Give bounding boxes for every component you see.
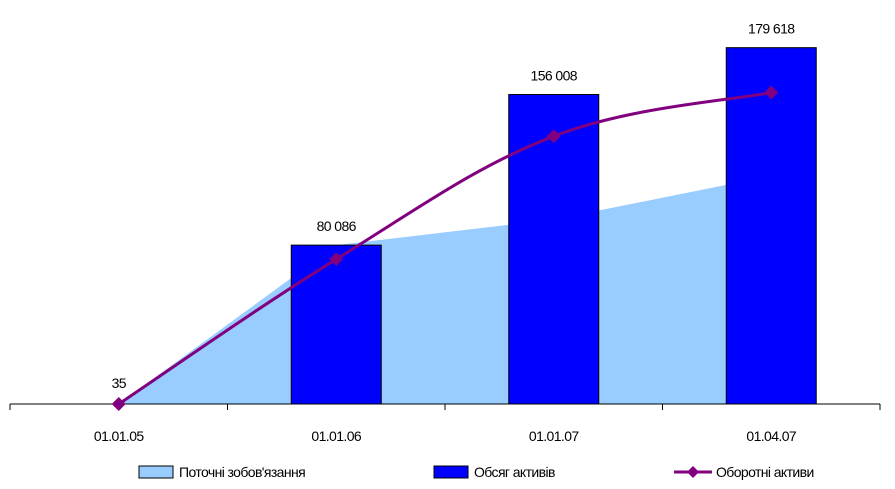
axis-layer bbox=[9, 403, 881, 410]
legend-label-liabilities: Поточні зобов'язання bbox=[179, 464, 305, 480]
x-tick-label-0: 01.01.05 bbox=[94, 428, 145, 444]
legend-marker-current-assets bbox=[687, 466, 699, 478]
legend-swatch-assets bbox=[433, 465, 469, 479]
x-tick-label-3: 01.04.07 bbox=[746, 428, 797, 444]
line-layer bbox=[111, 85, 779, 411]
data-label-assets-2: 156 008 bbox=[531, 68, 578, 84]
legend-swatch-liabilities bbox=[138, 465, 174, 479]
bar-assets-2 bbox=[508, 94, 600, 405]
bar-layer bbox=[290, 47, 817, 405]
point-current-assets-0 bbox=[111, 397, 126, 411]
bar-assets-1 bbox=[290, 244, 382, 405]
point-current-assets-3 bbox=[764, 85, 779, 100]
legend-label-assets: Обсяг активів bbox=[474, 464, 555, 480]
area-liabilities bbox=[118, 175, 772, 404]
bar-assets-3 bbox=[725, 47, 817, 405]
legend: Поточні зобов'язання Обсяг активів Оборо… bbox=[138, 464, 814, 480]
data-label-assets-0: 35 bbox=[112, 375, 127, 391]
legend-label-current-assets: Оборотні активи bbox=[716, 464, 814, 480]
line-current-assets bbox=[117, 91, 772, 406]
area-layer bbox=[118, 175, 772, 404]
point-current-assets-1 bbox=[329, 252, 344, 267]
x-tick-label-2: 01.01.07 bbox=[529, 428, 580, 444]
label-layer: 01.01.05 01.01.06 01.01.07 01.04.07 35 80 086… bbox=[94, 21, 798, 444]
data-label-assets-3: 179 618 bbox=[748, 21, 795, 37]
x-tick-label-1: 01.01.06 bbox=[311, 428, 362, 444]
data-label-assets-1: 80 086 bbox=[317, 218, 357, 234]
point-current-assets-2 bbox=[546, 129, 561, 144]
